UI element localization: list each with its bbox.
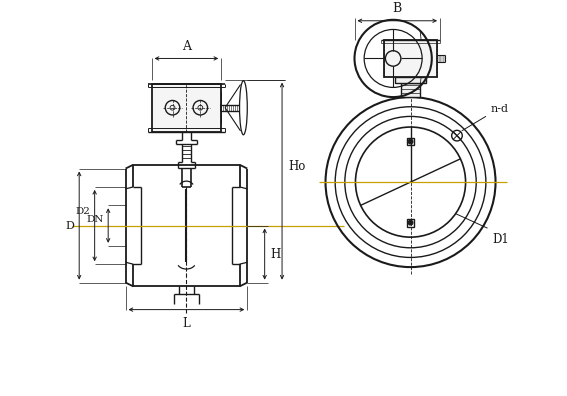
Bar [407,138,414,145]
Text: Ho: Ho [288,160,305,173]
Text: B: B [392,2,402,15]
Text: D1: D1 [492,233,509,246]
Bar [384,40,437,77]
Bar [395,77,426,83]
Text: D: D [65,221,74,230]
Text: D2: D2 [76,207,91,215]
Text: n-d: n-d [491,105,509,114]
Circle shape [408,220,413,225]
Bar [407,219,414,227]
Text: H: H [270,248,281,261]
Text: DN: DN [87,215,104,224]
Bar [151,84,221,132]
Text: L: L [183,317,191,330]
Circle shape [408,139,413,144]
Bar [401,83,420,97]
Text: A: A [182,40,191,53]
